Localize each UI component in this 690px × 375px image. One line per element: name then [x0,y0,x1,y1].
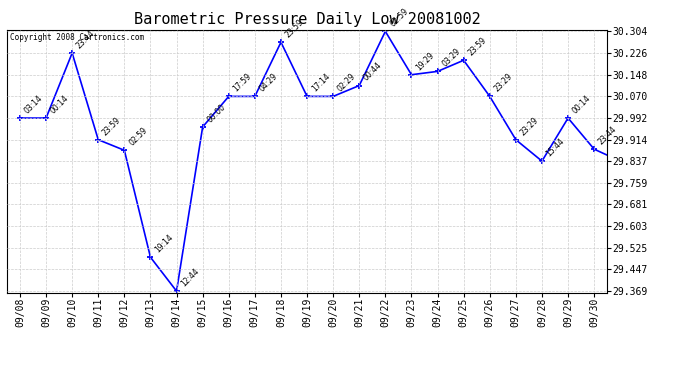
Text: 12:44: 12:44 [179,267,201,288]
Text: 19:14: 19:14 [153,233,175,255]
Title: Barometric Pressure Daily Low 20081002: Barometric Pressure Daily Low 20081002 [134,12,480,27]
Text: 03:14: 03:14 [23,93,45,115]
Text: 00:14: 00:14 [571,93,593,115]
Text: 23:59: 23:59 [101,115,123,137]
Text: 02:59: 02:59 [388,7,410,28]
Text: 23:59: 23:59 [0,374,1,375]
Text: 19:29: 19:29 [414,50,436,72]
Text: 23:59: 23:59 [284,18,306,39]
Text: 04:29: 04:29 [257,72,279,94]
Text: 23:44: 23:44 [75,28,97,50]
Text: Copyright 2008 Cartronics.com: Copyright 2008 Cartronics.com [10,33,144,42]
Text: 02:59: 02:59 [127,126,149,147]
Text: 23:29: 23:29 [493,72,514,94]
Text: 15:44: 15:44 [544,136,566,158]
Text: 17:59: 17:59 [232,72,253,94]
Text: 23:59: 23:59 [466,36,489,57]
Text: 23:29: 23:29 [519,115,540,137]
Text: 02:29: 02:29 [336,72,357,94]
Text: 03:29: 03:29 [440,47,462,69]
Text: 00:00: 00:00 [206,102,227,124]
Text: 23:44: 23:44 [597,124,619,146]
Text: 00:14: 00:14 [0,374,1,375]
Text: 00:14: 00:14 [49,93,70,115]
Text: 00:44: 00:44 [362,61,384,83]
Text: 17:14: 17:14 [310,72,332,94]
